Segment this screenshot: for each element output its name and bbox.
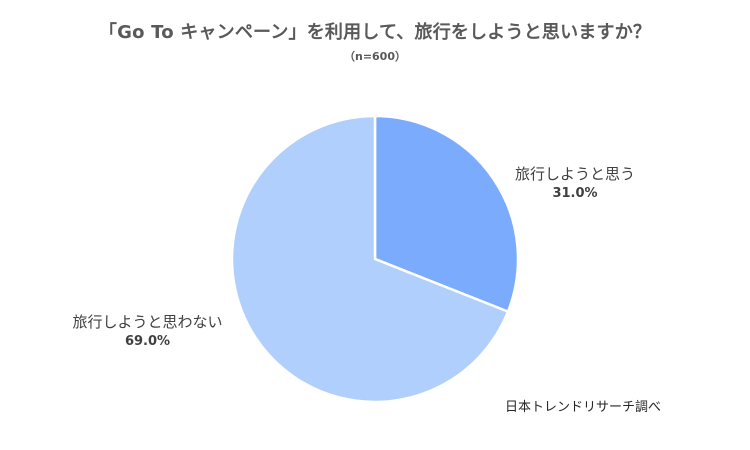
pie-slice-no (230, 114, 510, 404)
chart-subtitle: （n=600） (343, 50, 406, 63)
slice-label-yes-name: 旅行しようと思う (514, 165, 635, 183)
chart-title: 「Go To キャンペーン」を利用して、旅行をしようと思いますか？ (98, 22, 652, 43)
slice-label-no-name: 旅行しようと思わない (72, 313, 223, 331)
pie-slice-yes (373, 114, 520, 313)
source-note: 日本トレンドリサーチ調べ (505, 400, 662, 415)
slice-label-yes: 旅行しようと思う 31.0% (505, 164, 645, 204)
slice-label-no: 旅行しようと思わない 69.0% (55, 312, 240, 352)
slice-label-yes-value: 31.0% (552, 186, 598, 201)
slice-label-no-value: 69.0% (124, 334, 171, 349)
